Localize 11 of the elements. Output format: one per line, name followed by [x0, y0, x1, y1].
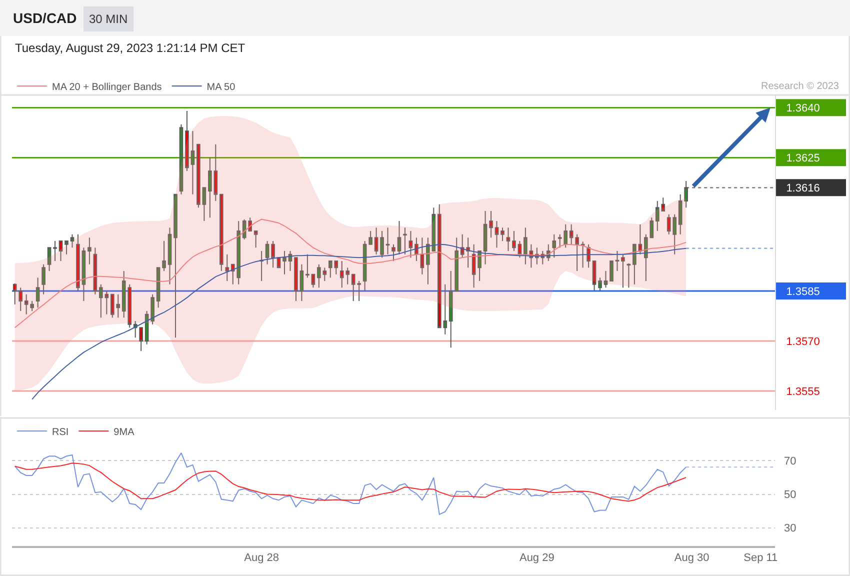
line-series — [14, 452, 687, 515]
y-tick-label: 70 — [784, 456, 796, 468]
x-tick-label: Sep 11 — [744, 552, 778, 564]
y-tick-label: 30 — [784, 522, 796, 535]
legend-label: RSI — [52, 426, 69, 438]
legend-label: 9MA — [114, 426, 135, 438]
x-tick-label: Aug 30 — [674, 552, 710, 564]
line-series — [14, 462, 687, 502]
y-tick-label: 50 — [784, 489, 796, 502]
x-tick-label: Aug 29 — [519, 552, 554, 564]
x-tick-label: Aug 28 — [244, 552, 279, 564]
